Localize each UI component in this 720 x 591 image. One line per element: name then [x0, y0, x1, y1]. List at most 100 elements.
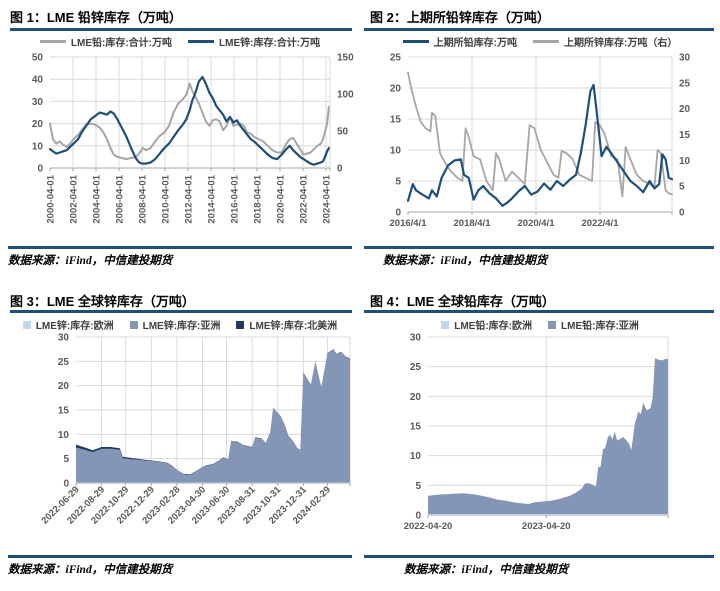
figure-3-title: 图 3：LME 全球锌库存（万吨）: [10, 294, 195, 309]
axis-tick-label: 2023-04-20: [522, 521, 571, 532]
legend-swatch: [533, 40, 559, 43]
figure-1-chart-canvas: 0 10 20 30 40 50 0 50 100 150 2000-04-01 2002-04-01…: [32, 53, 354, 224]
axis-tick-label: 2000-04-01: [46, 174, 57, 223]
figure-3-chart-canvas: 0510152025302022-06-292022-08-292022-10-…: [39, 333, 351, 526]
figure-3-legend: LME锌:库存:欧洲 LME锌:库存:亚洲 LME锌:库存:北美洲: [0, 317, 360, 332]
axis-tick-label: 2016-04-01: [229, 174, 240, 223]
axis-tick-label: 2024-04-01: [321, 174, 332, 223]
c1-legend-item-0: LME铅:库存:合计:万吨: [39, 34, 172, 49]
c3-legend-item-1: LME锌:库存:亚洲: [129, 317, 221, 332]
c2-series: [406, 71, 674, 207]
axis-tick-label: 2002-04-01: [68, 174, 79, 223]
legend-swatch: [22, 320, 31, 329]
axis-tick-label: 10: [58, 430, 70, 441]
axis-tick-label: 20: [390, 84, 402, 95]
c2-line-series-0: [407, 71, 673, 198]
legend-swatch: [188, 40, 214, 43]
figure-3-bottom-rule: [8, 555, 352, 558]
axis-tick-label: 2010-04-01: [160, 174, 171, 223]
c2-legend-item-1: 上期所锌库存:万吨（右）: [533, 34, 677, 49]
axis-tick-label: 10: [32, 141, 44, 152]
legend-label: LME铅:库存:欧洲: [454, 321, 532, 332]
c4-series: [428, 358, 668, 515]
axis-tick-label: 2004-04-01: [91, 174, 102, 223]
axis-tick-label: 15: [410, 422, 422, 433]
legend-swatch: [39, 40, 66, 43]
legend-label: LME锌:库存:北美洲: [249, 321, 338, 332]
axis-tick-label: 2008-04-01: [137, 174, 148, 223]
axis-tick-label: 25: [410, 362, 422, 373]
figure-3-panel: 图 3：LME 全球锌库存（万吨） LME锌:库存:欧洲 LME锌:库存:亚洲 LM…: [0, 285, 360, 555]
legend-label: LME铅:库存:亚洲: [561, 321, 639, 332]
axis-tick-label: 2020-04-01: [275, 174, 286, 223]
c1-gridlines: [49, 56, 331, 171]
legend-label: 上期所锌库存:万吨（右）: [564, 38, 678, 49]
figure-1-title-rule: [10, 28, 352, 31]
figure-4-bottom-rule: [364, 555, 714, 558]
figure-2-title-rule: [364, 28, 714, 31]
figure-1-legend: LME铅:库存:合计:万吨 LME锌:库存:合计:万吨: [0, 34, 360, 49]
axis-tick-label: 2022/4/1: [582, 218, 620, 229]
figure-4-title-rule: [364, 310, 714, 313]
figure-2-legend: 上期所铅库存:万吨 上期所锌库存:万吨（右）: [360, 34, 720, 49]
axis-tick-label: 25: [679, 78, 691, 89]
axis-tick-label: 15: [679, 130, 691, 141]
c4-axis-labels: 0 5 10 15 20 25 30 2022-04-20 2023-04-20: [404, 333, 571, 532]
axis-tick-label: 0: [37, 164, 43, 175]
c3-legend-item-2: LME锌:库存:北美洲: [236, 317, 337, 332]
axis-tick-label: 2022-04-01: [298, 174, 309, 223]
axis-tick-label: 30: [58, 333, 70, 344]
c3-axis-labels: 0510152025302022-06-292022-08-292022-10-…: [39, 333, 333, 526]
axis-tick-label: 0: [415, 511, 421, 522]
figure-2-chart-canvas: 0 5 10 15 20 25 0 5 10 15 20 25 30 2016/4/1 2018/4/1 20…: [390, 53, 691, 230]
figure-2-source: 数据来源：iFind，中信建投期货: [383, 255, 548, 267]
legend-label: LME锌:库存:亚洲: [142, 321, 221, 332]
c2-line-series-1: [406, 83, 674, 207]
c3-area-series-0: [76, 482, 350, 483]
axis-tick-label: 0: [679, 208, 685, 219]
legend-label: LME锌:库存:合计:万吨: [219, 38, 321, 49]
figure-4-chart-canvas: 0 5 10 15 20 25 30 2022-04-20 2023-04-20: [404, 333, 669, 532]
axis-tick-label: 5: [395, 177, 401, 188]
c1-axis-labels: 0 10 20 30 40 50 0 50 100 150 2000-04-01 2002-04-01…: [32, 53, 354, 224]
figure-1-panel: 图 1：LME 铅锌库存（万吨） LME铅:库存:合计:万吨 LME锌:库存:合计…: [0, 0, 360, 270]
legend-label: LME锌:库存:欧洲: [35, 321, 114, 332]
axis-tick-label: 0: [395, 208, 401, 219]
figure-1-source: 数据来源：iFind，中信建投期货: [8, 255, 173, 267]
c3-area-series-1: [76, 349, 350, 483]
legend-label: LME铅:库存:合计:万吨: [70, 38, 172, 49]
axis-tick-label: 100: [337, 90, 354, 101]
axis-tick-label: 20: [58, 381, 70, 392]
c4-legend-item-0: LME铅:库存:欧洲: [441, 317, 532, 332]
axis-tick-label: 25: [58, 357, 70, 368]
c4-area-series-0: [428, 514, 668, 515]
axis-tick-label: 10: [410, 451, 422, 462]
axis-tick-label: 0: [63, 479, 69, 490]
legend-swatch: [402, 40, 429, 43]
legend-label: 上期所铅库存:万吨: [433, 38, 517, 49]
axis-tick-label: 2014-04-01: [206, 174, 217, 223]
c3-series: [76, 349, 350, 483]
figure-4-legend: LME铅:库存:欧洲 LME铅:库存:亚洲: [360, 317, 720, 332]
axis-tick-label: 10: [679, 156, 691, 167]
axis-tick-label: 2018/4/1: [454, 218, 492, 229]
c1-legend-item-1: LME锌:库存:合计:万吨: [188, 34, 320, 49]
axis-tick-label: 10: [390, 146, 402, 157]
figure-1-title: 图 1：LME 铅锌库存（万吨）: [10, 10, 182, 25]
figure-4-source: 数据来源：iFind，中信建投期货: [404, 564, 569, 576]
figure-3-title-rule: [10, 310, 352, 313]
axis-tick-label: 2006-04-01: [114, 174, 125, 223]
axis-tick-label: 20: [679, 104, 691, 115]
c2-axis-labels: 0 5 10 15 20 25 0 5 10 15 20 25 30 2016/4/1 2018/4/1 20…: [390, 53, 691, 230]
axis-tick-label: 20: [410, 392, 422, 403]
axis-tick-label: 30: [32, 97, 44, 108]
c1-series: [48, 75, 330, 166]
axis-tick-label: 2020/4/1: [518, 218, 556, 229]
axis-tick-label: 50: [32, 53, 44, 64]
c4-legend-item-1: LME铅:库存:亚洲: [548, 317, 639, 332]
axis-tick-label: 2022-04-20: [404, 521, 453, 532]
c1-line-series-0: [49, 82, 330, 161]
legend-swatch: [441, 320, 450, 329]
c2-legend-item-0: 上期所铅库存:万吨: [402, 34, 517, 49]
axis-tick-label: 40: [32, 75, 44, 86]
